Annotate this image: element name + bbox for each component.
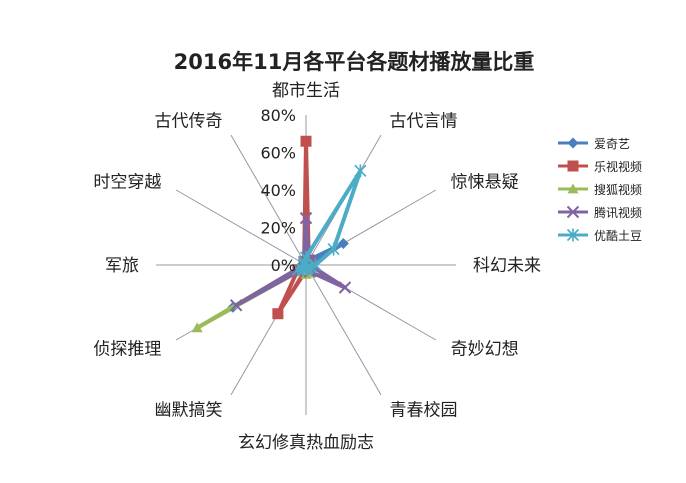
category-label-0: 都市生活	[272, 81, 340, 101]
legend-marker-0	[567, 137, 579, 149]
radial-tick-label-0: 0%	[271, 256, 296, 275]
spoke-11	[230, 134, 307, 266]
series-1-point-7	[272, 308, 284, 320]
category-label-9: 军旅	[105, 256, 139, 276]
category-label-8: 侦探推理	[93, 340, 161, 360]
series-4-point-2	[327, 242, 340, 256]
series-2-point-8	[191, 322, 203, 333]
radial-tick-label-3: 60%	[260, 144, 296, 163]
series-layer	[191, 135, 367, 333]
legend-label-0: 爱奇艺	[594, 137, 630, 151]
category-label-1: 古代言情	[390, 111, 458, 131]
series-3-point-0	[299, 211, 313, 225]
category-label-6: 玄幻修真热血励志	[238, 433, 374, 453]
series-3-point-4	[338, 281, 352, 294]
radial-tick-label-4: 80%	[260, 106, 296, 125]
category-label-5: 青春校园	[390, 401, 458, 421]
spoke-10	[175, 189, 307, 266]
category-label-10: 时空穿越	[93, 173, 161, 193]
category-label-4: 奇妙幻想	[451, 340, 519, 360]
legend-label-4: 优酷土豆	[594, 229, 642, 243]
legend-marker-2	[567, 183, 579, 194]
series-1-point-0	[300, 135, 312, 147]
chart-title: 2016年11月各平台各题材播放量比重	[174, 50, 535, 74]
legend-marker-1	[567, 160, 579, 172]
legend-marker-4	[566, 228, 580, 242]
series-4-point-1	[354, 164, 367, 178]
category-label-2: 惊悚悬疑	[451, 173, 519, 193]
category-label-7: 幽默搞笑	[155, 401, 223, 421]
legend-label-1: 乐视视频	[594, 159, 642, 174]
legend-label-3: 腾讯视频	[594, 205, 642, 220]
series-4-point-11	[298, 255, 311, 269]
series-3-point-8	[229, 299, 243, 312]
series-4	[291, 164, 367, 277]
radial-tick-label-2: 40%	[260, 181, 296, 200]
series-0-point-2	[337, 237, 349, 249]
radial-tick-label-1: 20%	[260, 219, 296, 238]
radial-tick-labels: 0% 20% 40% 60% 80%	[260, 106, 296, 275]
category-label-3: 科幻未来	[473, 256, 541, 276]
legend-label-2: 搜狐视频	[594, 182, 642, 197]
spoke-5	[305, 264, 382, 396]
category-label-11: 古代传奇	[155, 111, 223, 131]
legend-marker-3	[566, 205, 580, 219]
